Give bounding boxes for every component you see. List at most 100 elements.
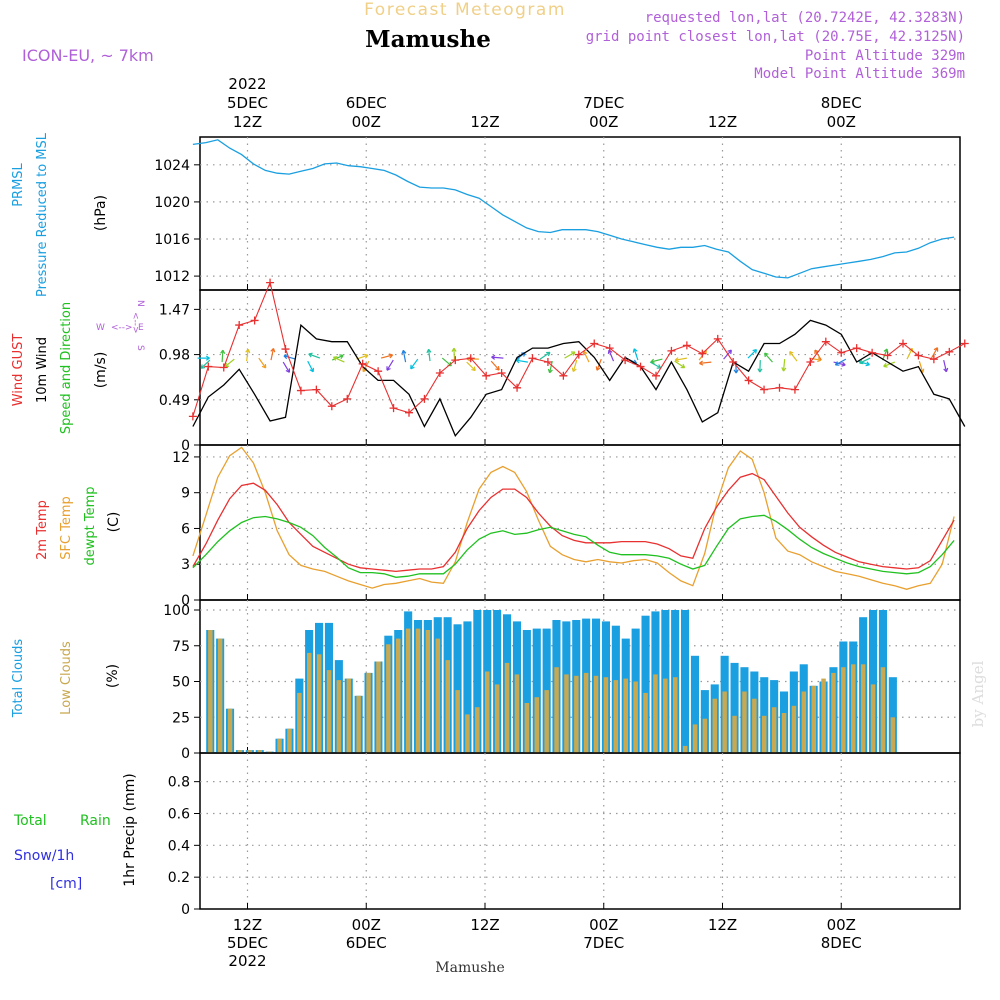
clouds-label-2: Low Clouds: [59, 641, 74, 715]
wind-direction-arrow: [571, 359, 578, 373]
wind-direction-arrow: [943, 359, 949, 373]
pressure-grid: [200, 137, 960, 290]
temp-unit: (C): [106, 512, 122, 533]
low-cloud-bar: [880, 667, 886, 753]
credit-watermark: by Angel: [969, 660, 987, 727]
gust-marker: [636, 362, 645, 371]
total-cloud-bar: [463, 621, 472, 753]
low-cloud-bar: [801, 691, 807, 753]
gust-marker: [760, 385, 769, 394]
top-time-label: 12Z: [233, 113, 262, 131]
total-cloud-bar: [690, 655, 699, 753]
low-cloud-bar: [504, 662, 510, 753]
wind-frame: [199, 289, 961, 446]
total-cloud-bar: [473, 610, 482, 753]
wind-direction-arrow: [764, 352, 773, 363]
gust-marker: [682, 341, 691, 350]
gust-marker: [713, 334, 722, 343]
gust-marker: [559, 371, 568, 380]
top-time-label: 7DEC: [583, 94, 624, 112]
y-tick-label: 3: [181, 557, 190, 573]
low-cloud-bar: [722, 691, 727, 753]
gust-marker: [621, 356, 630, 365]
gust-marker: [605, 344, 614, 353]
wind-grid: [200, 290, 960, 445]
low-cloud-bar: [217, 638, 223, 753]
y-tick-label: 0.2: [168, 870, 190, 886]
gust-marker: [389, 404, 398, 413]
top-time-label: 12Z: [708, 113, 737, 131]
y-tick-label: 1012: [154, 269, 190, 285]
wind-direction-arrow: [220, 349, 226, 363]
wind-direction-arrow: [331, 354, 344, 361]
requested-coords: requested lon,lat (20.7242E, 42.3283N): [645, 10, 965, 26]
compass-north: N: [135, 300, 145, 307]
compass-vertical-arrow: <-->: [130, 312, 140, 334]
total-cloud-bar: [641, 615, 650, 753]
low-cloud-bar: [702, 718, 708, 753]
clouds-label-1: Total Clouds: [11, 639, 26, 719]
low-cloud-bar: [307, 652, 312, 753]
temperature-grid: [200, 445, 960, 600]
wind-direction-arrow: [781, 359, 787, 372]
low-cloud-bar: [386, 644, 391, 753]
gust-marker: [266, 278, 275, 287]
low-cloud-bar: [732, 715, 737, 753]
low-cloud-bar: [405, 628, 411, 753]
pressure-panel: 1012 1016 1020 1024 PRMSL Pressure Reduced …: [11, 132, 961, 297]
clouds-y-ticks: 0 25 50 75 100: [163, 603, 200, 762]
gust-marker: [312, 385, 321, 394]
pressure-unit: (hPa): [93, 195, 109, 231]
bottom-time-label: 12Z: [708, 916, 737, 934]
low-cloud-bar: [860, 664, 866, 753]
low-cloud-bar: [771, 707, 777, 753]
pressure-frame: [199, 136, 961, 291]
wind-direction-arrow: [332, 356, 345, 363]
low-cloud-bar: [494, 684, 500, 753]
y-tick-label: 1024: [154, 158, 190, 174]
wind-direction-arrow: [883, 361, 896, 368]
wind-direction-arrow: [307, 360, 314, 373]
bottom-time-label: 6DEC: [346, 934, 387, 952]
wind-direction-arrow: [401, 349, 407, 363]
wind-direction-arrow: [245, 348, 251, 362]
top-time-label: 00Z: [827, 113, 856, 131]
gust-marker: [250, 316, 259, 325]
gust-marker: [929, 355, 938, 364]
gust-marker: [821, 337, 830, 346]
wind-direction-arrow: [674, 357, 688, 363]
wind-direction-arrow: [650, 358, 663, 364]
low-cloud-bar: [227, 708, 233, 753]
temperature-panel: 0 3 6 9 12 2m Temp SFC Temp dewpt Temp (C): [35, 444, 961, 609]
compass-west: W: [96, 323, 105, 333]
temperature-frame: [199, 444, 961, 601]
footer-station: Mamushe: [435, 960, 504, 976]
total-cloud-bar: [760, 677, 769, 753]
precip-grid: [200, 753, 960, 909]
low-cloud-bar: [554, 667, 559, 753]
wind-direction-arrows: [197, 347, 949, 374]
pressure-label-1: PRMSL: [11, 162, 26, 206]
gust-marker: [960, 339, 969, 348]
low-cloud-bar: [831, 672, 836, 753]
clouds-unit: (%): [105, 664, 121, 688]
low-cloud-bar: [791, 705, 797, 753]
low-cloud-bar: [712, 698, 717, 753]
low-cloud-bar: [247, 750, 253, 753]
low-cloud-bar: [277, 738, 282, 753]
low-cloud-bar: [574, 675, 579, 753]
wind-direction-arrow: [308, 352, 321, 359]
low-cloud-bar: [603, 677, 609, 753]
wind-direction-arrow: [270, 347, 276, 361]
gust-marker: [945, 347, 954, 356]
wind-direction-arrow: [490, 360, 500, 371]
pressure-line: [192, 139, 955, 279]
wind-direction-arrow: [699, 360, 712, 366]
low-cloud-bar: [396, 638, 401, 753]
low-cloud-bar: [692, 724, 698, 753]
low-cloud-bar: [544, 690, 549, 753]
low-cloud-bar: [682, 745, 688, 753]
top-time-label: 00Z: [352, 113, 381, 131]
